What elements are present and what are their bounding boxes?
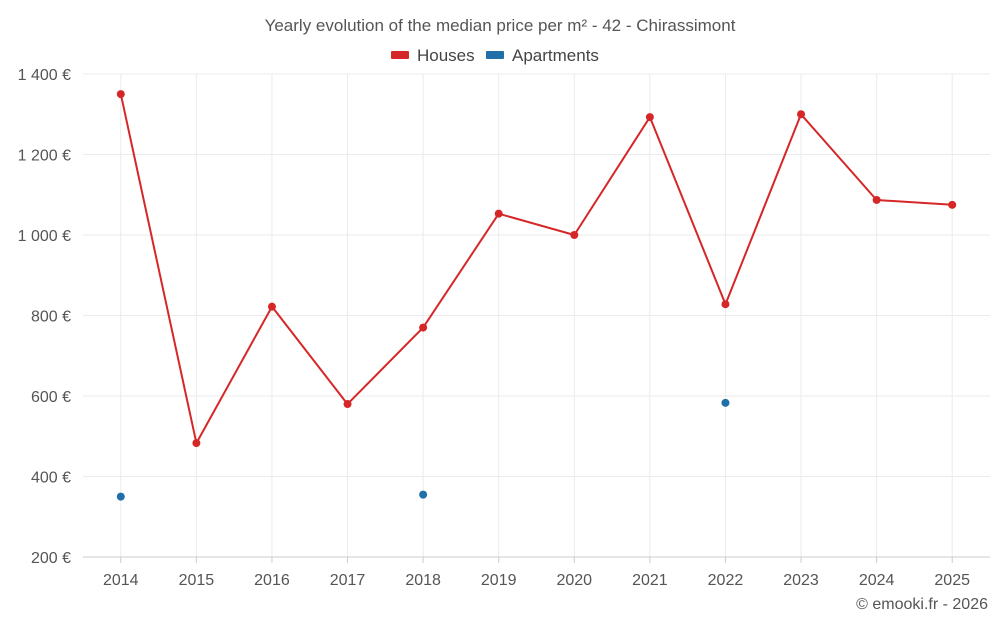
data-point-houses[interactable] [267,302,276,311]
data-point-houses[interactable] [116,90,125,99]
x-tick-label: 2023 [783,572,819,589]
y-tick-label: 1 200 € [18,148,71,165]
data-point-houses[interactable] [570,231,579,239]
axes: 200 € 400 € 600 € 800 € 1 000 € 1 200 € 1 400 … [18,67,990,589]
x-tick-label: 2022 [708,572,744,589]
y-tick-label: 1 400 € [18,67,71,84]
data-point-apartments[interactable] [116,492,125,501]
x-tick-label: 2025 [934,572,970,589]
x-tick-label: 2016 [254,572,290,589]
chart-title: Yearly evolution of the median price per… [265,16,736,35]
data-point-apartments[interactable] [419,490,428,499]
legend-swatch-houses [391,51,409,59]
data-point-houses[interactable] [797,110,806,119]
data-point-houses[interactable] [192,439,201,448]
data-point-houses[interactable] [419,323,428,332]
y-tick-label: 800 € [31,309,71,326]
x-tick-label: 2017 [330,572,366,589]
legend-item-houses[interactable]: Houses [391,46,475,65]
y-tick-label: 1 000 € [18,228,71,245]
y-tick-label: 600 € [31,389,71,406]
x-tick-label: 2024 [859,572,895,589]
legend: Houses Apartments [391,46,599,65]
series [116,90,957,501]
data-point-houses[interactable] [494,209,503,218]
y-tick-label: 200 € [31,550,71,567]
data-point-apartments[interactable] [721,398,730,407]
legend-label-houses: Houses [417,46,475,65]
y-tick-label: 400 € [31,470,71,487]
series-line-houses [119,93,953,445]
data-point-houses[interactable] [872,195,881,204]
x-tick-label: 2020 [556,572,592,589]
legend-item-apartments[interactable]: Apartments [486,46,599,65]
data-point-houses[interactable] [343,400,352,409]
grid [83,73,990,557]
x-tick-label: 2021 [632,572,668,589]
credit-text: © emooki.fr - 2026 [856,596,988,613]
legend-label-apartments: Apartments [512,46,599,65]
x-tick-label: 2018 [405,572,441,589]
x-tick-label: 2015 [179,572,215,589]
legend-swatch-apartments [486,51,504,59]
data-point-houses[interactable] [645,113,654,122]
data-point-houses[interactable] [948,200,957,209]
data-point-houses[interactable] [721,300,730,309]
x-tick-label: 2014 [103,572,139,589]
x-tick-label: 2019 [481,572,517,589]
